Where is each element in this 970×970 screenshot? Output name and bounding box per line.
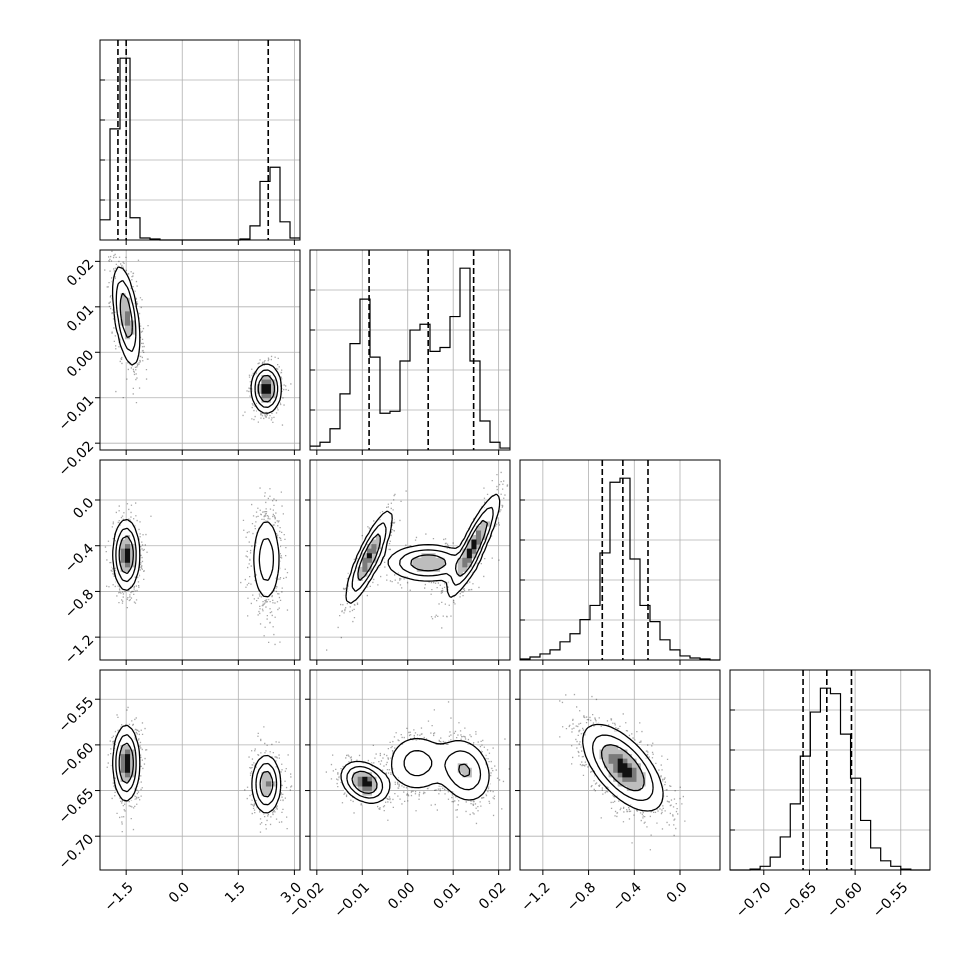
density-fill-peak [362, 776, 372, 787]
density-panel-3-0 [95, 669, 301, 875]
x-tick-label: 0.00 [385, 879, 418, 912]
y-tick-label: 0.01 [64, 302, 97, 335]
x-tick-label: −0.60 [824, 879, 866, 921]
frame [99, 39, 301, 241]
density-panel-1-0 [95, 249, 301, 455]
histogram-1 [310, 267, 510, 449]
y-tick-label: −0.60 [56, 740, 98, 782]
density-fill-peak [261, 384, 271, 394]
x-tick-label: −0.4 [610, 879, 645, 914]
x-tick-label: 0.0 [664, 879, 691, 906]
density-panel-2-0 [95, 459, 301, 665]
x-tick-label: −0.55 [870, 879, 912, 921]
density-fill-high [608, 754, 637, 782]
x-tick-label: 1.5 [222, 879, 249, 906]
contour-level [345, 493, 501, 604]
contour-level [357, 519, 488, 581]
frame [309, 459, 511, 661]
contour-level [112, 724, 282, 814]
density-panel-2-1 [305, 459, 511, 665]
contour-level [591, 734, 654, 802]
y-tick-label: −0.02 [56, 438, 98, 480]
frame [309, 669, 511, 871]
hist-panel-3 [729, 669, 931, 875]
x-tick-label: −1.2 [518, 879, 553, 914]
contour-level [582, 723, 664, 812]
contour-level [340, 737, 490, 804]
hist-panel-1 [309, 249, 511, 455]
contour-level [115, 279, 279, 408]
x-tick-label: −0.65 [779, 879, 821, 921]
contour-level [346, 750, 482, 799]
x-tick-label: −0.70 [733, 879, 775, 921]
contour-level [351, 763, 471, 795]
panel-content [100, 460, 300, 660]
x-tick-label: 0.0 [166, 879, 193, 906]
y-tick-label: −0.8 [62, 586, 97, 621]
y-tick-label: −0.65 [56, 786, 98, 828]
contour-level [119, 292, 276, 403]
frame [519, 459, 721, 661]
density-panel-3-2 [515, 669, 721, 875]
panel-content [100, 670, 300, 870]
y-tick-label: −0.70 [56, 831, 98, 873]
contour-level [115, 527, 275, 583]
density-fill-low [111, 265, 281, 412]
y-tick-label: 0.02 [64, 256, 97, 289]
x-tick-label: −0.8 [564, 879, 599, 914]
x-tick-label: −0.01 [331, 879, 373, 921]
y-tick-label: −1.2 [62, 632, 97, 667]
y-tick-label: −0.01 [56, 393, 98, 435]
x-tick-label: 0.02 [476, 879, 509, 912]
frame [519, 669, 721, 871]
hist-panel-2 [519, 459, 721, 665]
contour-level [115, 733, 278, 806]
histogram-0 [100, 57, 300, 241]
panel-content [310, 670, 510, 870]
y-tick-label: 0.0 [70, 495, 97, 522]
panel-content [310, 460, 510, 660]
contour-level [111, 266, 282, 414]
density-fill-low [581, 722, 664, 814]
contour-level [351, 506, 494, 593]
density-fill-mid [120, 293, 276, 403]
density-panel-3-1 [305, 669, 511, 875]
density-fill-high [125, 311, 271, 399]
histogram-3 [730, 687, 930, 871]
density-fill-peak [125, 548, 131, 563]
density-fill-peak [125, 754, 131, 773]
hist-panel-0 [99, 39, 301, 245]
y-tick-label: −0.4 [62, 541, 97, 576]
y-tick-label: 0.00 [64, 347, 97, 380]
sample-points [104, 487, 289, 646]
x-tick-label: 0.01 [431, 879, 464, 912]
frame [99, 249, 301, 451]
x-tick-label: −1.5 [102, 879, 137, 914]
histogram-2 [520, 477, 720, 661]
density-fill-peak [617, 758, 632, 778]
panel-content [100, 250, 300, 450]
frame [309, 249, 511, 451]
contour-level [118, 535, 134, 575]
density-fill-high [357, 776, 372, 791]
density-fill-low [339, 740, 491, 805]
contour-level [600, 744, 645, 792]
frame [99, 669, 301, 871]
contour-level [118, 742, 274, 798]
frame [99, 459, 301, 661]
y-tick-label: −0.55 [56, 694, 98, 736]
contour-level [112, 518, 280, 598]
frame [729, 669, 931, 871]
panel-content [520, 670, 720, 870]
